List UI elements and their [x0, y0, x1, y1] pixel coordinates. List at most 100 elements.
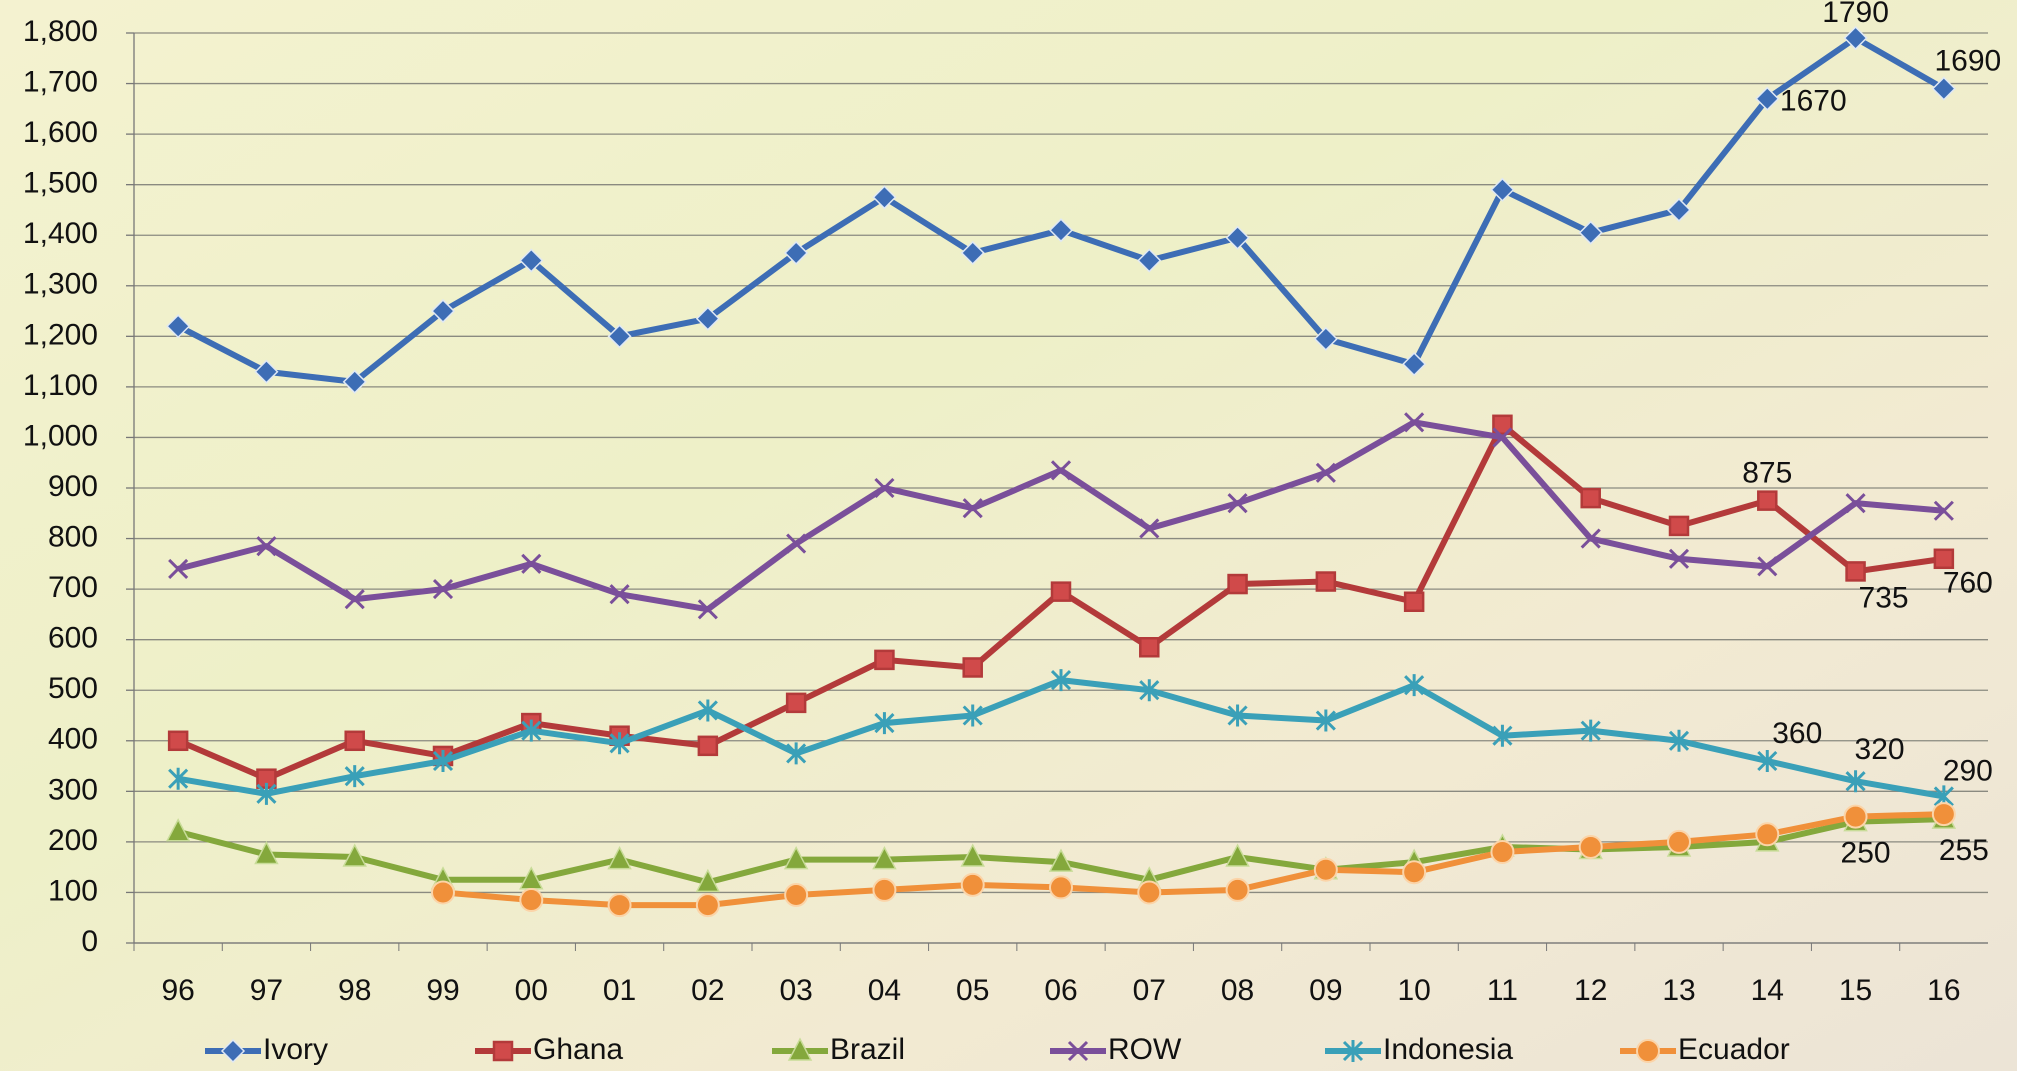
marker — [609, 732, 630, 755]
marker — [1755, 86, 1780, 111]
marker — [1048, 848, 1074, 872]
marker — [786, 742, 807, 765]
x-tick-label: 12 — [1574, 974, 1607, 1007]
marker — [1931, 802, 1956, 827]
marker — [697, 735, 719, 757]
marker — [1843, 25, 1868, 51]
x-tick-label: 01 — [603, 974, 636, 1007]
marker — [695, 868, 721, 893]
marker — [1490, 840, 1515, 864]
y-tick-label: 1,500 — [23, 167, 98, 200]
marker — [1578, 220, 1603, 245]
legend-label: Brazil — [830, 1033, 905, 1066]
y-tick-label: 1,000 — [23, 419, 98, 452]
marker — [1580, 487, 1601, 509]
marker — [962, 704, 983, 727]
marker — [342, 843, 367, 867]
x-tick-label: 13 — [1662, 974, 1695, 1007]
data-label: 735 — [1859, 581, 1909, 614]
marker — [1492, 724, 1513, 747]
marker — [1050, 460, 1072, 481]
marker — [1137, 248, 1162, 273]
x-tick-label: 97 — [250, 974, 283, 1007]
y-tick-label: 700 — [48, 571, 98, 604]
marker — [1227, 573, 1248, 595]
marker — [1845, 561, 1866, 582]
marker — [1933, 548, 1955, 570]
marker — [609, 584, 630, 605]
y-tick-label: 600 — [48, 622, 98, 655]
marker — [960, 843, 985, 867]
x-tick-label: 16 — [1927, 974, 1960, 1007]
marker — [344, 730, 365, 752]
x-tick-label: 08 — [1221, 974, 1254, 1007]
x-tick-label: 02 — [691, 974, 724, 1007]
legend: Ivory Ghana Brazil ROW Indonesia Ecuador — [205, 1033, 1790, 1066]
marker — [167, 730, 189, 752]
y-tick-label: 1,200 — [23, 318, 98, 351]
marker — [521, 553, 542, 574]
marker — [1402, 352, 1427, 377]
data-label: 290 — [1943, 754, 1993, 787]
y-tick-label: 1,300 — [23, 268, 98, 301]
marker — [431, 880, 455, 905]
data-label: 255 — [1939, 834, 1989, 867]
marker — [1227, 704, 1248, 727]
x-tick-label: 11 — [1487, 974, 1518, 1007]
marker — [960, 872, 985, 897]
marker — [168, 767, 189, 790]
marker — [1755, 822, 1780, 847]
marker — [1403, 591, 1425, 612]
marker — [1139, 637, 1160, 658]
marker — [256, 536, 277, 557]
x-tick-label: 06 — [1044, 974, 1077, 1007]
marker — [1139, 518, 1160, 539]
marker — [344, 765, 365, 788]
marker — [960, 240, 985, 265]
marker — [519, 888, 544, 913]
marker — [1843, 804, 1868, 829]
marker — [1668, 548, 1690, 569]
marker — [1636, 1039, 1660, 1063]
marker — [1225, 843, 1250, 867]
x-tick-label: 15 — [1839, 974, 1872, 1007]
marker — [786, 533, 807, 554]
x-tick-label: 00 — [515, 974, 548, 1007]
marker — [1757, 490, 1778, 511]
x-tick-label: 07 — [1133, 974, 1166, 1007]
data-label: 1690 — [1934, 45, 2001, 78]
marker — [1404, 412, 1425, 433]
y-tick-label: 1,800 — [23, 15, 98, 48]
marker — [962, 498, 983, 519]
marker — [787, 1037, 813, 1061]
x-tick-label: 03 — [779, 974, 812, 1007]
marker — [872, 845, 897, 870]
x-tick-label: 10 — [1397, 974, 1430, 1007]
x-tick-label: 04 — [868, 974, 901, 1007]
marker — [1313, 326, 1338, 351]
marker — [1315, 462, 1336, 483]
marker — [783, 845, 809, 870]
marker — [168, 558, 189, 579]
marker — [607, 324, 632, 349]
x-tick-label: 99 — [426, 974, 459, 1007]
marker — [492, 1040, 514, 1062]
marker — [695, 306, 720, 331]
marker — [1137, 880, 1162, 905]
marker — [256, 782, 277, 805]
y-tick-label: 1,400 — [23, 217, 98, 250]
marker — [607, 893, 632, 918]
marker — [874, 477, 895, 499]
marker — [1404, 674, 1425, 697]
marker — [220, 1038, 246, 1064]
marker — [695, 893, 720, 918]
marker — [1048, 218, 1074, 243]
marker — [254, 359, 279, 384]
marker — [519, 248, 544, 273]
legend-label: Ivory — [263, 1033, 328, 1066]
marker — [1315, 709, 1336, 732]
y-tick-label: 800 — [48, 520, 98, 553]
marker — [874, 649, 895, 671]
legend-label: Ghana — [533, 1033, 623, 1066]
